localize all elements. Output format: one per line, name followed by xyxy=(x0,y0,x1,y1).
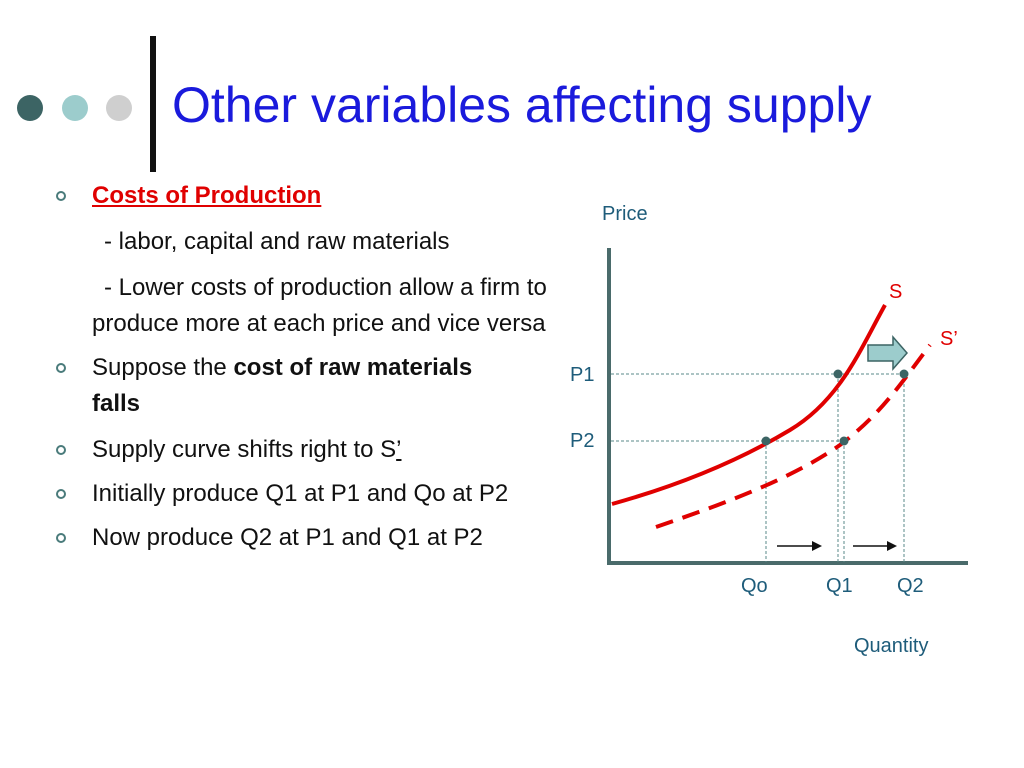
point-sprime-q1-p2 xyxy=(839,436,849,446)
b2-pre: Suppose the xyxy=(92,354,234,381)
bullet-costs-sub1: - labor, capital and raw materials xyxy=(54,224,554,260)
x-axis-label: Quantity xyxy=(854,635,928,657)
bullet-initial: Initially produce Q1 at P1 and Qo at P2 xyxy=(54,476,532,512)
arrowhead-qo-q1-icon xyxy=(812,541,822,551)
y-axis-label: Price xyxy=(602,203,648,225)
bullet-now: Now produce Q2 at P1 and Q1 at P2 xyxy=(54,520,542,556)
decor-dot-mid xyxy=(62,95,88,121)
sub1-text: - labor, capital and raw materials xyxy=(104,228,450,255)
point-s-qo-p2 xyxy=(761,436,771,446)
series-label-s: S xyxy=(889,281,902,303)
bullet-icon xyxy=(56,489,66,499)
bullet-icon xyxy=(56,445,66,455)
x-tick-qo: Qo xyxy=(741,575,768,597)
series-line-s-prime xyxy=(655,343,932,529)
decor-dot-dark xyxy=(17,95,43,121)
y-tick-p2: P2 xyxy=(570,430,594,452)
bullet-costs: Costs of Production xyxy=(54,178,554,214)
point-s-q1-p1 xyxy=(833,369,843,379)
b5-text: Now produce Q2 at P1 and Q1 at P2 xyxy=(92,524,483,551)
shift-arrow-icon xyxy=(867,335,908,371)
x-tick-q2: Q2 xyxy=(897,575,924,597)
arrowhead-q1-q2-icon xyxy=(887,541,897,551)
y-tick-p1: P1 xyxy=(570,364,594,386)
bullet-icon xyxy=(56,191,66,201)
point-sprime-q2-p1 xyxy=(899,369,909,379)
bullet-suppose: Suppose the cost of raw materials falls xyxy=(54,350,492,422)
decor-dot-light xyxy=(106,95,132,121)
b3-pre: Supply curve shifts right to S xyxy=(92,436,397,463)
b3-suffix: ’ xyxy=(396,436,402,463)
x-tick-q1: Q1 xyxy=(826,575,853,597)
title-divider xyxy=(150,36,156,172)
series-label-s-prime: S’ xyxy=(940,328,958,350)
bullet-icon xyxy=(56,363,66,373)
bullet-icon xyxy=(56,533,66,543)
series-line-s xyxy=(611,304,887,506)
sub2-text: - Lower costs of production allow a firm… xyxy=(92,274,547,337)
bullet-shift: Supply curve shifts right to S’ xyxy=(54,432,554,468)
slide-title: Other variables affecting supply xyxy=(172,77,872,133)
b2-bold: cost of raw materials falls xyxy=(92,354,473,417)
bullet-costs-sub2: - Lower costs of production allow a firm… xyxy=(54,270,562,342)
b4-text: Initially produce Q1 at P1 and Qo at P2 xyxy=(92,480,509,507)
bullet-costs-heading: Costs of Production xyxy=(92,182,322,209)
bullet-list: Costs of Production - labor, capital and… xyxy=(54,178,554,556)
